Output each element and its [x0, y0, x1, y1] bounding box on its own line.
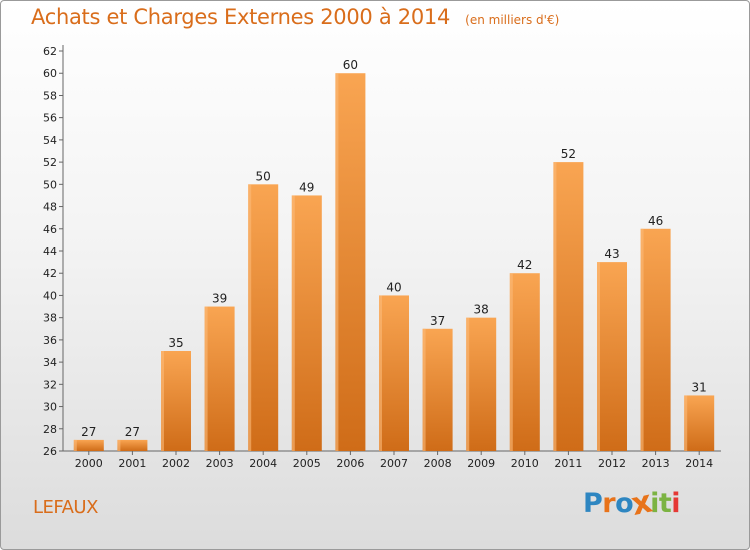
data-label: 38 [474, 303, 489, 317]
chart-unit: (en milliers d'€) [465, 13, 560, 27]
y-tick-label: 26 [43, 445, 57, 458]
bar [422, 328, 453, 451]
y-tick-label: 60 [43, 67, 57, 80]
x-tick-label: 2010 [511, 457, 539, 470]
y-tick-label: 40 [43, 289, 57, 302]
bar-highlight [553, 162, 557, 451]
data-label: 60 [343, 58, 358, 72]
x-tick-label: 2008 [424, 457, 452, 470]
x-tick-label: 2013 [642, 457, 670, 470]
chart-axes: 26 28 30 32 34 36 38 40 42 44 46 48 50 52 54 56 58 60 62 [43, 45, 721, 458]
data-label: 35 [168, 336, 183, 350]
bar [466, 317, 497, 451]
bar-highlight [204, 306, 208, 451]
bar-highlight [422, 328, 426, 451]
commune-name: LEFAUX [33, 497, 98, 518]
y-tick-label: 62 [43, 45, 57, 58]
x-tick-label: 2001 [118, 457, 146, 470]
data-label: 37 [430, 314, 445, 328]
data-label: 27 [81, 425, 96, 439]
y-tick-label: 46 [43, 223, 57, 236]
y-tick-label: 32 [43, 378, 57, 391]
chart-labels: 27 2000 27 2001 35 2002 39 2003 50 2004 49 2005 60 20… [75, 58, 713, 470]
bar [161, 351, 191, 451]
bar [204, 306, 235, 451]
data-label: 42 [517, 258, 532, 272]
bar [379, 295, 409, 451]
x-tick-label: 2000 [75, 457, 103, 470]
y-tick-label: 52 [43, 156, 57, 169]
data-label: 52 [561, 147, 576, 161]
bar [597, 262, 627, 451]
bar-highlight [379, 295, 382, 451]
chart-title: Achats et Charges Externes 2000 à 2014 [31, 5, 451, 29]
y-tick-label: 50 [43, 178, 57, 191]
x-tick-label: 2004 [249, 457, 277, 470]
data-label: 39 [212, 292, 227, 306]
y-tick-label: 56 [43, 112, 57, 125]
y-tick-label: 38 [43, 312, 57, 325]
y-tick-label: 54 [43, 134, 57, 147]
bar-highlight [597, 262, 600, 451]
x-tick-label: 2014 [685, 457, 713, 470]
data-label: 50 [256, 169, 271, 183]
y-tick-label: 28 [43, 423, 57, 436]
y-tick-label: 30 [43, 401, 57, 414]
bar-highlight [640, 228, 644, 451]
bar-highlight [466, 317, 470, 451]
data-label: 43 [604, 247, 619, 261]
bar-highlight [73, 439, 77, 451]
bar [684, 395, 715, 451]
bar-highlight [335, 73, 339, 451]
chart-bars [73, 73, 715, 452]
data-label: 40 [386, 280, 401, 294]
bar-highlight [248, 184, 252, 452]
y-tick-label: 34 [43, 356, 57, 369]
title-row: Achats et Charges Externes 2000 à 2014 (… [31, 5, 559, 29]
data-label: 46 [648, 214, 663, 228]
y-tick-label: 58 [43, 89, 57, 102]
bar-highlight [161, 351, 164, 451]
x-tick-label: 2005 [293, 457, 321, 470]
data-label: 31 [692, 380, 707, 394]
logo-letter: o [615, 488, 634, 519]
y-tick-label: 48 [43, 201, 57, 214]
data-label: 27 [125, 425, 140, 439]
x-tick-label: 2003 [206, 457, 234, 470]
bar [248, 184, 279, 452]
x-tick-label: 2002 [162, 457, 190, 470]
bar [640, 228, 671, 451]
bar-highlight [291, 195, 295, 451]
logo-letter: r [602, 488, 616, 519]
x-tick-label: 2007 [380, 457, 408, 470]
data-label: 49 [299, 180, 314, 194]
bar [73, 439, 104, 451]
bar [553, 162, 584, 451]
x-tick-label: 2009 [467, 457, 495, 470]
bar [335, 73, 366, 451]
bar [117, 439, 148, 451]
x-tick-label: 2011 [554, 457, 582, 470]
y-tick-label: 42 [43, 267, 57, 280]
y-tick-label: 36 [43, 334, 57, 347]
x-tick-label: 2012 [598, 457, 626, 470]
bar-highlight [509, 273, 513, 451]
bar [291, 195, 322, 451]
proxiti-logo: Proxiti [583, 484, 681, 523]
logo-letter: i [671, 488, 681, 519]
logo-letter: P [583, 488, 603, 519]
logo-letter: i [650, 488, 659, 519]
logo-letter: t [658, 488, 672, 519]
bar-highlight [117, 439, 121, 451]
bar [509, 273, 540, 451]
x-tick-label: 2006 [336, 457, 364, 470]
y-tick-label: 44 [43, 245, 57, 258]
bar-highlight [684, 395, 688, 451]
